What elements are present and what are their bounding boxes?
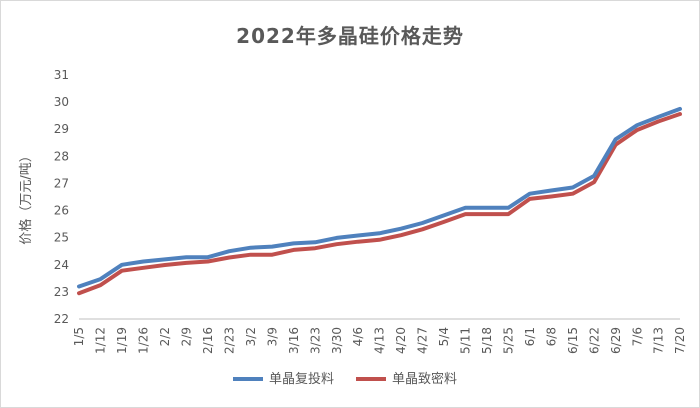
x-tick-label: 7/13 bbox=[652, 327, 666, 354]
x-tick-label: 1/19 bbox=[115, 327, 129, 354]
legend-label: 单晶致密料 bbox=[392, 371, 457, 387]
y-tick-label: 24 bbox=[54, 258, 69, 272]
y-tick-label: 22 bbox=[54, 312, 69, 326]
x-tick-label: 6/8 bbox=[544, 327, 558, 346]
y-tick-label: 29 bbox=[54, 122, 69, 136]
x-tick-label: 7/6 bbox=[630, 327, 644, 346]
y-tick-label: 30 bbox=[54, 95, 69, 109]
y-tick-label: 31 bbox=[54, 68, 69, 82]
y-axis-label: 价格（万元/吨） bbox=[18, 149, 34, 244]
x-tick-label: 5/18 bbox=[480, 327, 494, 354]
x-tick-label: 3/16 bbox=[287, 327, 301, 354]
y-tick-label: 28 bbox=[54, 149, 69, 163]
x-tick-label: 1/5 bbox=[72, 327, 86, 346]
x-tick-label: 4/6 bbox=[351, 327, 365, 346]
x-tick-label: 3/9 bbox=[265, 327, 279, 346]
y-tick-label: 27 bbox=[54, 176, 69, 190]
series-line bbox=[77, 106, 682, 289]
x-tick-label: 6/1 bbox=[523, 327, 537, 346]
x-tick-label: 3/30 bbox=[330, 327, 344, 354]
x-tick-label: 5/4 bbox=[437, 327, 451, 346]
x-tick-label: 2/2 bbox=[158, 327, 172, 346]
x-tick-label: 4/13 bbox=[373, 327, 387, 354]
x-tick-label: 4/27 bbox=[416, 327, 430, 354]
x-tick-label: 6/29 bbox=[609, 327, 623, 354]
x-tick-label: 2/16 bbox=[201, 327, 215, 354]
y-tick-label: 26 bbox=[54, 204, 69, 218]
x-tick-label: 3/2 bbox=[244, 327, 258, 346]
x-tick-label: 1/12 bbox=[94, 327, 108, 354]
legend-label: 单晶复投料 bbox=[269, 371, 334, 387]
x-tick-label: 7/20 bbox=[673, 327, 687, 354]
y-tick-label: 23 bbox=[54, 285, 69, 299]
x-tick-label: 4/20 bbox=[394, 327, 408, 354]
x-tick-label: 1/26 bbox=[137, 327, 151, 354]
y-tick-label: 25 bbox=[54, 231, 69, 245]
x-tick-label: 3/23 bbox=[308, 327, 322, 354]
x-tick-label: 5/25 bbox=[501, 327, 515, 354]
x-tick-label: 6/15 bbox=[566, 327, 580, 354]
chart-title: 2022年多晶硅价格走势 bbox=[236, 24, 464, 48]
x-tick-label: 2/9 bbox=[180, 327, 194, 346]
x-tick-label: 6/22 bbox=[587, 327, 601, 354]
series-line bbox=[77, 112, 682, 296]
x-tick-label: 5/11 bbox=[459, 327, 473, 354]
x-tick-label: 2/23 bbox=[222, 327, 236, 354]
